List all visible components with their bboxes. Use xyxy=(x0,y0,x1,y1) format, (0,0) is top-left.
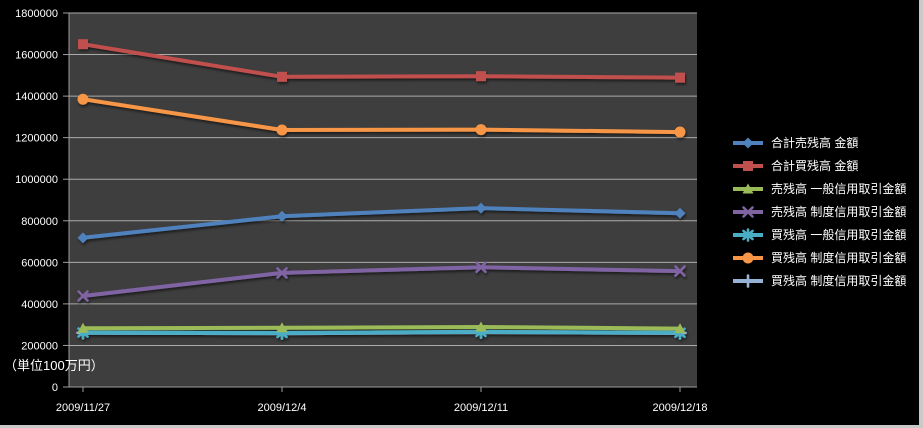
y-axis-label: 1800000 xyxy=(15,8,58,20)
plus-marker-icon xyxy=(741,273,755,288)
series-x xyxy=(77,261,686,302)
series-line xyxy=(81,329,682,335)
unit-label: （単位100万円） xyxy=(4,358,104,373)
legend-swatch xyxy=(733,252,763,263)
window-edge-bottom xyxy=(0,425,923,428)
legend-item-label: 買残高 制度信用取引金額 xyxy=(771,250,907,265)
x-axis-label: 2009/12/4 xyxy=(258,402,307,414)
series-square xyxy=(78,39,685,83)
series-line xyxy=(81,325,682,331)
triangle-marker-icon xyxy=(475,321,487,332)
series-line xyxy=(81,97,682,135)
legend-item: 売残高 一般信用取引金額 xyxy=(731,177,906,200)
series-line xyxy=(81,42,682,80)
y-axis-label: 400000 xyxy=(21,299,58,311)
x-axis-label: 2009/12/11 xyxy=(454,402,508,414)
square-marker-icon xyxy=(277,71,287,82)
series-circle xyxy=(77,93,686,138)
legend-item: 買残高 一般信用取引金額 xyxy=(731,223,906,246)
circle-marker-icon xyxy=(276,124,288,136)
y-axis-labels: 0 200000 400000 600000 800000 1000000 1200000 1… xyxy=(15,8,58,394)
series-group xyxy=(76,39,687,340)
circle-marker-icon xyxy=(742,252,754,263)
legend-item-label: 合計売残高 金額 xyxy=(771,135,859,150)
y-axis-label: 200000 xyxy=(21,340,58,352)
series-triangle xyxy=(77,321,686,334)
y-axis-label: 0 xyxy=(52,382,58,394)
legend-swatch xyxy=(733,227,763,242)
circle-marker-icon xyxy=(674,126,686,138)
legend-item: 合計買残高 金額 xyxy=(731,154,906,177)
y-axis-label: 1000000 xyxy=(15,174,58,186)
x-marker-icon xyxy=(674,265,686,277)
y-axis-label: 1600000 xyxy=(15,50,58,62)
x-axis-labels: 2009/11/27 2009/12/4 2009/12/11 2009/12/18 xyxy=(56,387,708,414)
gridlines xyxy=(63,12,697,388)
circle-marker-icon xyxy=(77,93,89,105)
legend-item: 売残高 制度信用取引金額 xyxy=(731,200,906,223)
legend-swatch xyxy=(733,205,763,218)
legend-swatch xyxy=(733,160,763,171)
x-marker-icon xyxy=(475,261,487,274)
series-line xyxy=(81,265,682,298)
diamond-marker-icon xyxy=(674,207,686,219)
legend-item: 買残高 制度信用取引金額 xyxy=(731,246,906,269)
window-edge-right xyxy=(919,0,923,428)
x-axis-label: 2009/11/27 xyxy=(56,402,110,414)
x-marker-icon xyxy=(77,290,89,302)
diamond-marker-icon xyxy=(475,202,487,214)
legend-item: 買残高 制度信用取引金額 xyxy=(731,269,906,292)
square-marker-icon xyxy=(476,71,486,82)
legend-swatch xyxy=(733,183,763,193)
diamond-marker-icon xyxy=(77,232,89,244)
y-axis-label: 800000 xyxy=(21,216,58,228)
diamond-marker-icon xyxy=(742,137,754,148)
y-axis-label: 1400000 xyxy=(15,91,58,103)
triangle-marker-icon xyxy=(276,322,288,333)
legend-item-label: 合計買残高 金額 xyxy=(771,158,859,173)
legend-item-label: 買残高 制度信用取引金額 xyxy=(771,273,907,288)
y-axis-label: 1200000 xyxy=(15,133,58,145)
legend-item-label: 売残高 制度信用取引金額 xyxy=(771,204,907,219)
triangle-marker-icon xyxy=(77,322,89,333)
square-marker-icon xyxy=(743,160,753,171)
x-marker-icon xyxy=(742,205,754,218)
legend-item-label: 買残高 一般信用取引金額 xyxy=(771,227,907,242)
legend-item: 合計売残高 金額 xyxy=(731,131,906,154)
triangle-marker-icon xyxy=(674,323,686,334)
circle-marker-icon xyxy=(475,124,487,136)
diamond-marker-icon xyxy=(276,210,288,222)
chart-legend: 合計売残高 金額 合計買残高 金額売残高 一般信用取引金額 売残高 制度信用取引金額… xyxy=(731,131,906,292)
square-marker-icon xyxy=(675,72,685,83)
legend-item-label: 売残高 一般信用取引金額 xyxy=(771,181,907,196)
asterisk-marker-icon xyxy=(742,227,754,242)
x-axis-label: 2009/12/18 xyxy=(652,402,707,414)
x-marker-icon xyxy=(276,267,288,279)
square-marker-icon xyxy=(78,39,88,50)
legend-swatch xyxy=(733,273,763,288)
y-axis-label: 600000 xyxy=(21,257,58,269)
triangle-marker-icon xyxy=(742,183,754,193)
series-diamond xyxy=(77,202,686,244)
series-line xyxy=(81,206,682,240)
legend-swatch xyxy=(733,137,763,148)
